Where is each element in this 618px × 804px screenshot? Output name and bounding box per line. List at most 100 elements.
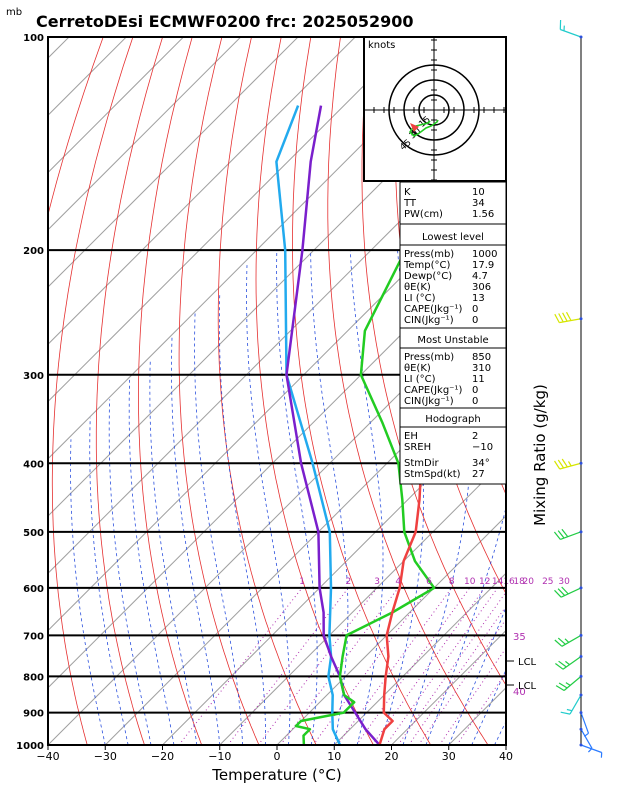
- index-label: TT: [403, 198, 417, 209]
- moist-adiabat-line: [129, 380, 174, 745]
- wind-barb-shaft: [570, 695, 581, 714]
- index-label: PW(cm): [404, 209, 443, 220]
- wind-barb-dot: [580, 728, 583, 731]
- most-unstable-value: 0: [472, 385, 478, 396]
- mixing-ratio-label: 8: [449, 577, 455, 587]
- y-tick-label: 100: [23, 33, 44, 44]
- lowest-level-value: 17.9: [472, 260, 494, 271]
- y-tick-label: 400: [23, 459, 44, 470]
- most-unstable-label: Press(mb): [404, 352, 454, 363]
- hodograph-stat-value: −10: [472, 442, 493, 453]
- wind-barb-flag: [566, 683, 570, 686]
- x-tick-label: 40: [499, 750, 513, 763]
- mixing-ratio-line: [372, 588, 484, 745]
- hodograph-stat-value: 34°: [472, 458, 490, 469]
- most-unstable-label: CIN(Jkg⁻¹): [404, 396, 454, 407]
- mixing-ratio-label: 12: [479, 577, 490, 587]
- hodograph-box: [364, 37, 506, 181]
- isotherm-line: [0, 37, 298, 745]
- hodograph-units-label: knots: [368, 40, 395, 51]
- mixing-ratio-label: 6: [426, 577, 432, 587]
- wind-barb: [561, 694, 583, 715]
- hodograph-stat-label: EH: [404, 431, 418, 442]
- x-tick-label: 0: [274, 750, 281, 763]
- chart-title: CerretoDEsi ECMWF0200 frc: 2025052900: [36, 12, 414, 31]
- wind-barb-dot: [580, 694, 583, 697]
- x-tick-label: −40: [36, 750, 59, 763]
- wind-barb-shaft: [563, 657, 581, 670]
- moist-adiabat-line: [109, 399, 151, 745]
- most-unstable-label: CAPE(Jkg⁻¹): [404, 385, 462, 396]
- hodograph-stat-label: StmSpd(kt): [404, 469, 461, 480]
- wind-barb-dot: [580, 744, 583, 747]
- dry-adiabat-line: [218, 37, 316, 745]
- wind-barb-shaft: [560, 532, 581, 540]
- x-tick-label: −20: [151, 750, 174, 763]
- mixing-ratio-line: [409, 588, 519, 745]
- wind-barb-flag: [559, 683, 567, 688]
- moist-adiabat-line: [150, 359, 197, 745]
- lowest-level-label: LI (°C): [404, 293, 436, 304]
- x-tick-label: 30: [442, 750, 456, 763]
- most-unstable-title: Most Unstable: [417, 335, 488, 346]
- lowest-level-value: 13: [472, 293, 485, 304]
- lowest-level-label: CAPE(Jkg⁻¹): [404, 304, 462, 315]
- most-unstable-value: 850: [472, 352, 491, 363]
- y-tick-label: 200: [23, 246, 44, 257]
- x-tick-label: −10: [208, 750, 231, 763]
- hodograph-stat-label: StmDir: [404, 458, 439, 469]
- mixing-ratio-label: 20: [522, 577, 534, 587]
- dry-adiabat-line: [607, 37, 618, 745]
- most-unstable-value: 11: [472, 374, 485, 385]
- dry-adiabat-line: [489, 37, 618, 745]
- most-unstable-label: LI (°C): [404, 374, 436, 385]
- wind-barb-flag: [562, 459, 567, 467]
- lowest-level-value: 0: [472, 304, 478, 315]
- wind-barb-flag: [563, 313, 568, 321]
- lowest-level-value: 306: [472, 282, 491, 293]
- mixing-ratio-label: 25: [542, 577, 553, 587]
- wind-barb-flag: [559, 314, 564, 322]
- hodograph-stats-title: Hodograph: [425, 414, 480, 425]
- wind-barb-flag: [567, 710, 572, 711]
- isotherm-line: [0, 37, 355, 745]
- wind-barb-flag: [569, 461, 572, 466]
- y-tick-label: 500: [23, 528, 44, 539]
- wind-barb: [554, 529, 582, 539]
- wind-barb-dot: [580, 675, 583, 678]
- lowest-level-label: Press(mb): [404, 249, 454, 260]
- wind-barb-flag: [561, 712, 570, 714]
- wind-barb-flag: [558, 460, 563, 468]
- wind-barb: [555, 459, 583, 469]
- mixing-ratio-label: 30: [558, 577, 570, 587]
- hodograph-stat-value: 27: [472, 469, 485, 480]
- moist-adiabat-line: [350, 250, 383, 745]
- wind-barb-flag: [565, 639, 569, 643]
- wind-barb-dot: [580, 317, 583, 320]
- moist-adiabat-line: [495, 250, 618, 745]
- lowest-level-value: 0: [472, 315, 478, 326]
- wind-barb-dot: [580, 530, 583, 533]
- wind-barb-flag: [567, 312, 572, 320]
- most-unstable-value: 0: [472, 396, 478, 407]
- x-tick-label: 10: [327, 750, 341, 763]
- lowest-level-title: Lowest level: [422, 232, 484, 243]
- wind-barb-dot: [580, 36, 583, 39]
- y-tick-label: 700: [23, 631, 44, 642]
- moist-adiabat-line: [195, 313, 243, 746]
- wind-barb: [555, 655, 582, 669]
- lowest-level-label: θE(K): [404, 282, 431, 293]
- dry-adiabat-line: [7, 37, 104, 745]
- mixing-ratio-line: [356, 588, 469, 745]
- lcl-label: LCL: [518, 657, 537, 668]
- index-value: 34: [472, 198, 485, 209]
- pressure-unit: mb: [6, 7, 22, 18]
- wind-barb: [555, 312, 583, 322]
- lowest-level-label: Dewp(°C): [404, 271, 452, 282]
- dry-adiabat-line: [578, 37, 618, 745]
- wind-barb-dot: [580, 655, 583, 658]
- moist-adiabat-line: [90, 418, 128, 745]
- x-axis-label: Temperature (°C): [211, 766, 341, 784]
